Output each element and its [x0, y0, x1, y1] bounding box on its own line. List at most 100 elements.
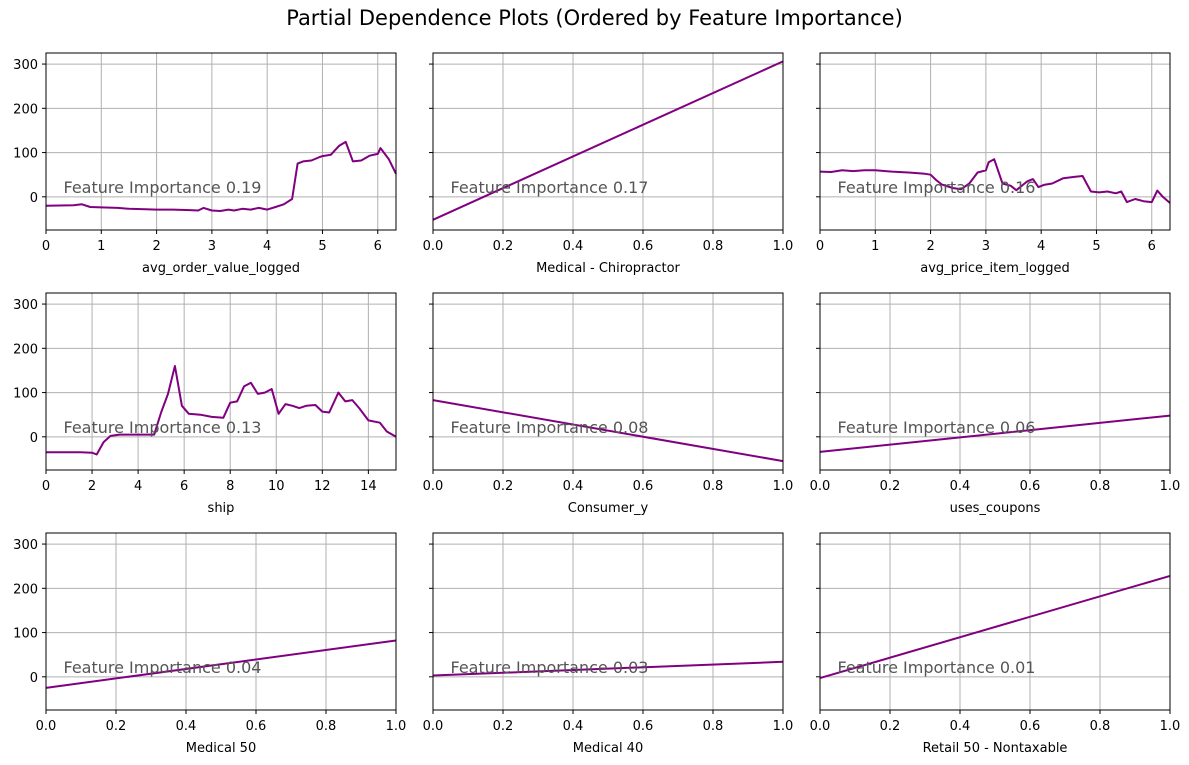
pdp-series-line [819, 158, 1171, 204]
x-axis-label: Medical 40 [573, 741, 643, 756]
x-tick-label: 0.8 [703, 239, 724, 254]
x-tick-label: 0.2 [880, 479, 901, 494]
subplot-6: 0.0 0.2 0.4 0.6 0.8 1.0 Feature Importance 0.0… [810, 292, 1181, 516]
x-tick-label: 3 [982, 239, 990, 254]
x-tick-label: 0.6 [246, 719, 267, 734]
x-tick-label: 6 [374, 239, 382, 254]
feature-importance-annotation: Feature Importance 0.08 [451, 418, 649, 437]
subplot-3: 0 1 2 3 4 5 6 Feature Importance 0.16 avg_price_… [816, 52, 1171, 276]
x-tick-label: 0.6 [1020, 719, 1041, 734]
x-tick-label: 6 [180, 479, 188, 494]
x-tick-label: 1.0 [386, 719, 407, 734]
axes-frame [819, 292, 1171, 471]
x-axis-label: avg_order_value_logged [142, 261, 300, 276]
x-tick-label: 8 [226, 479, 234, 494]
x-axis-label: Medical - Chiropractor [536, 261, 680, 276]
x-tick-label: 4 [263, 239, 271, 254]
x-tick-label: 1.0 [773, 239, 794, 254]
x-tick-label: 0 [816, 239, 824, 254]
x-tick-label: 0.4 [176, 719, 197, 734]
x-axis-label: avg_price_item_logged [920, 261, 1069, 276]
pdp-series-line [819, 574, 1171, 680]
subplot-4: 0 2 4 6 8 10 12 14 0 100 200 300 Feature Importance … [13, 292, 397, 516]
x-tick-label: 0.0 [810, 479, 831, 494]
feature-importance-annotation: Feature Importance 0.04 [64, 658, 262, 677]
subplot-7: 0.0 0.2 0.4 0.6 0.8 1.0 0 100 200 300 Feature Impo… [13, 532, 407, 756]
x-tick-label: 4 [134, 479, 142, 494]
x-tick-label: 0.4 [563, 479, 584, 494]
axes-frame [432, 532, 784, 711]
pdp-series-line [45, 140, 397, 212]
feature-importance-annotation: Feature Importance 0.16 [838, 178, 1036, 197]
x-tick-label: 2 [926, 239, 934, 254]
subplot-8: 0.0 0.2 0.4 0.6 0.8 1.0 Feature Importance 0.0… [423, 532, 794, 756]
x-tick-label: 0.0 [423, 719, 444, 734]
x-tick-label: 2 [88, 479, 96, 494]
axes-frame [45, 532, 397, 711]
x-tick-label: 6 [1148, 239, 1156, 254]
y-tick-label: 200 [13, 102, 38, 117]
x-tick-label: 0 [42, 479, 50, 494]
feature-importance-annotation: Feature Importance 0.13 [64, 418, 262, 437]
x-tick-label: 5 [1092, 239, 1100, 254]
x-tick-label: 0.8 [703, 719, 724, 734]
y-tick-label: 300 [13, 538, 38, 553]
x-tick-label: 1 [97, 239, 105, 254]
pdp-series-line [432, 660, 784, 677]
x-tick-label: 5 [318, 239, 326, 254]
x-tick-label: 0.2 [493, 479, 514, 494]
pdp-series-line [46, 365, 397, 456]
figure-title: Partial Dependence Plots (Ordered by Fea… [286, 6, 903, 30]
x-tick-label: 1.0 [773, 479, 794, 494]
y-tick-label: 0 [30, 671, 38, 686]
x-tick-label: 4 [1037, 239, 1045, 254]
pdp-series-line [432, 399, 784, 463]
x-tick-label: 0.4 [950, 479, 971, 494]
x-tick-label: 0.8 [703, 479, 724, 494]
x-tick-label: 1.0 [1160, 479, 1181, 494]
pdp-series-line [819, 414, 1171, 453]
x-tick-label: 0.0 [423, 239, 444, 254]
x-tick-label: 10 [268, 479, 285, 494]
y-tick-label: 100 [13, 147, 38, 162]
x-axis-label: ship [208, 501, 235, 516]
x-tick-label: 0.8 [1090, 719, 1111, 734]
x-axis-label: Retail 50 - Nontaxable [923, 741, 1068, 756]
x-tick-label: 0.0 [36, 719, 57, 734]
x-tick-label: 12 [314, 479, 331, 494]
x-tick-label: 0.4 [563, 719, 584, 734]
x-tick-label: 14 [360, 479, 377, 494]
subplot-2: 0.0 0.2 0.4 0.6 0.8 1.0 Feature Importance 0.1… [423, 52, 794, 276]
x-tick-label: 0.6 [633, 239, 654, 254]
axes-frame [432, 52, 784, 231]
axes-frame [45, 292, 397, 471]
x-tick-label: 2 [152, 239, 160, 254]
x-tick-label: 0.8 [316, 719, 337, 734]
feature-importance-annotation: Feature Importance 0.06 [838, 418, 1036, 437]
feature-importance-annotation: Feature Importance 0.17 [451, 178, 649, 197]
y-tick-label: 0 [30, 431, 38, 446]
axes-frame [45, 52, 397, 231]
x-tick-label: 0.4 [950, 719, 971, 734]
x-tick-label: 0.0 [423, 479, 444, 494]
x-axis-label: Medical 50 [186, 741, 256, 756]
pdp-series-line [45, 639, 397, 689]
axes-frame [819, 532, 1171, 711]
subplot-9: 0.0 0.2 0.4 0.6 0.8 1.0 Feature Importance 0.0… [810, 532, 1181, 756]
pdp-series-line [432, 60, 784, 221]
axes-frame [432, 292, 784, 471]
y-tick-label: 200 [13, 342, 38, 357]
feature-importance-annotation: Feature Importance 0.01 [838, 658, 1036, 677]
x-tick-label: 1.0 [773, 719, 794, 734]
y-tick-label: 300 [13, 298, 38, 313]
x-axis-label: Consumer_y [568, 501, 649, 516]
x-tick-label: 0.2 [493, 239, 514, 254]
x-tick-label: 0 [42, 239, 50, 254]
feature-importance-annotation: Feature Importance 0.03 [451, 658, 649, 677]
x-tick-label: 1.0 [1160, 719, 1181, 734]
x-tick-label: 1 [871, 239, 879, 254]
x-tick-label: 0.6 [633, 719, 654, 734]
feature-importance-annotation: Feature Importance 0.19 [64, 178, 262, 197]
x-tick-label: 0.6 [1020, 479, 1041, 494]
